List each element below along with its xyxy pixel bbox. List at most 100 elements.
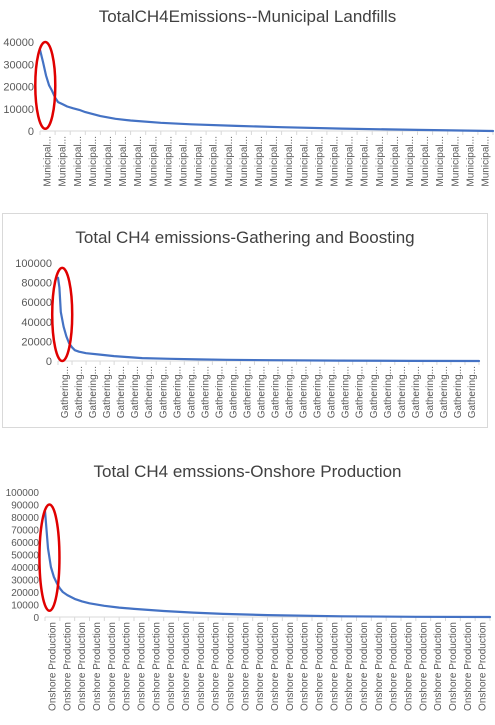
x-tick-label: Onshore Production	[62, 622, 73, 711]
y-tick-label: 60000	[21, 297, 52, 309]
x-tick-label: Onshore Production	[255, 622, 266, 711]
x-tick-label: Municipal...	[269, 136, 280, 187]
x-tick-label: Onshore Production	[433, 622, 444, 711]
y-tick-label: 30000	[3, 59, 34, 71]
y-tick-label: 70000	[11, 526, 39, 537]
y-tick-label: 20000	[11, 588, 39, 599]
x-tick-label: Onshore Production	[77, 622, 88, 711]
x-tick-label: Gathering...	[383, 366, 394, 418]
x-tick-label: Municipal...	[163, 136, 174, 187]
x-tick-label: Gathering...	[242, 366, 253, 418]
x-tick-label: Gathering...	[411, 366, 422, 418]
chart-title: Total CH4 emissions-Gathering and Boosti…	[75, 228, 415, 247]
x-tick-label: Municipal...	[405, 136, 416, 187]
x-tick-label: Onshore Production	[211, 622, 222, 711]
y-tick-label: 0	[33, 613, 39, 624]
y-tick-label: 50000	[11, 551, 39, 562]
x-tick-label: Onshore Production	[107, 622, 118, 711]
y-tick-label: 40000	[3, 37, 34, 49]
x-tick-label: Onshore Production	[478, 622, 489, 711]
highlight-ellipse	[38, 503, 61, 612]
x-tick-label: Municipal...	[133, 136, 144, 187]
x-tick-label: Gathering...	[158, 366, 169, 418]
x-tick-label: Municipal...	[299, 136, 310, 187]
x-tick-label: Gathering...	[60, 366, 71, 418]
x-tick-label: Onshore Production	[181, 622, 192, 711]
x-tick-label: Gathering...	[369, 366, 380, 418]
x-tick-label: Municipal...	[88, 136, 99, 187]
x-tick-label: Onshore Production	[166, 622, 177, 711]
y-tick-label: 0	[46, 356, 52, 368]
x-tick-label: Onshore Production	[240, 622, 251, 711]
x-tick-label: Onshore Production	[122, 622, 133, 711]
y-tick-label: 100000	[6, 488, 40, 499]
x-tick-label: Onshore Production	[196, 622, 207, 711]
x-tick-label: Gathering...	[313, 366, 324, 418]
x-tick-label: Municipal...	[254, 136, 265, 187]
y-tick-label: 10000	[3, 104, 34, 116]
y-tick-label: 0	[28, 126, 34, 138]
x-tick-label: Municipal...	[148, 136, 159, 187]
y-tick-label: 20000	[3, 82, 34, 94]
x-tick-label: Municipal...	[194, 136, 205, 187]
series-line	[56, 276, 481, 363]
x-tick-label: Onshore Production	[314, 622, 325, 711]
x-tick-label: Gathering...	[228, 366, 239, 418]
x-tick-label: Gathering...	[130, 366, 141, 418]
chart-municipal-landfills: TotalCH4Emissions--Municipal Landfills 0…	[0, 0, 495, 200]
series-line	[38, 48, 495, 133]
x-tick-label: Municipal...	[103, 136, 114, 187]
x-tick-label: Municipal...	[73, 136, 84, 187]
chart-gathering-boosting: Total CH4 emissions-Gathering and Boosti…	[2, 213, 488, 428]
x-tick-label: Municipal...	[435, 136, 446, 187]
x-tick-label: Onshore Production	[448, 622, 459, 711]
x-tick-label: Gathering...	[425, 366, 436, 418]
x-tick-label: Onshore Production	[359, 622, 370, 711]
chart-title: Total CH4 emssions-Onshore Production	[93, 462, 402, 481]
x-tick-label: Onshore Production	[47, 622, 58, 711]
x-tick-label: Gathering...	[439, 366, 450, 418]
x-tick-label: Gathering...	[144, 366, 155, 418]
y-tick-label: 80000	[11, 513, 39, 524]
y-tick-label: 100000	[15, 258, 52, 270]
y-tick-label: 20000	[21, 336, 52, 348]
x-tick-label: Municipal...	[480, 136, 491, 187]
x-tick-label: Municipal...	[209, 136, 220, 187]
x-tick-label: Gathering...	[299, 366, 310, 418]
x-tick-label: Municipal...	[450, 136, 461, 187]
y-tick-label: 10000	[11, 601, 39, 612]
x-tick-label: Gathering...	[285, 366, 296, 418]
x-tick-label: Onshore Production	[374, 622, 385, 711]
x-tick-label: Municipal...	[375, 136, 386, 187]
x-tick-label: Onshore Production	[344, 622, 355, 711]
x-tick-label: Municipal...	[284, 136, 295, 187]
x-tick-label: Gathering...	[467, 366, 478, 418]
y-tick-label: 90000	[11, 501, 39, 512]
x-tick-label: Gathering...	[214, 366, 225, 418]
x-tick-label: Municipal...	[178, 136, 189, 187]
x-tick-label: Onshore Production	[418, 622, 429, 711]
x-tick-label: Onshore Production	[329, 622, 340, 711]
highlight-ellipse	[34, 40, 57, 131]
x-tick-label: Gathering...	[172, 366, 183, 418]
x-tick-label: Onshore Production	[389, 622, 400, 711]
x-tick-label: Onshore Production	[403, 622, 414, 711]
x-tick-label: Onshore Production	[136, 622, 147, 711]
x-tick-label: Gathering...	[256, 366, 267, 418]
y-tick-label: 40000	[11, 563, 39, 574]
x-tick-label: Municipal...	[43, 136, 54, 187]
x-tick-label: Municipal...	[239, 136, 250, 187]
highlight-ellipse	[50, 266, 74, 363]
x-tick-label: Onshore Production	[92, 622, 103, 711]
chart-plot-area: 0 10000 20000 30000 40000 Municipal... Municip…	[3, 37, 495, 187]
x-tick-label: Municipal...	[420, 136, 431, 187]
x-tick-label: Gathering...	[341, 366, 352, 418]
x-tick-label: Onshore Production	[225, 622, 236, 711]
x-tick-label: Municipal...	[224, 136, 235, 187]
x-tick-label: Municipal...	[118, 136, 129, 187]
x-tick-label: Onshore Production	[463, 622, 474, 711]
y-tick-label: 40000	[21, 317, 52, 329]
